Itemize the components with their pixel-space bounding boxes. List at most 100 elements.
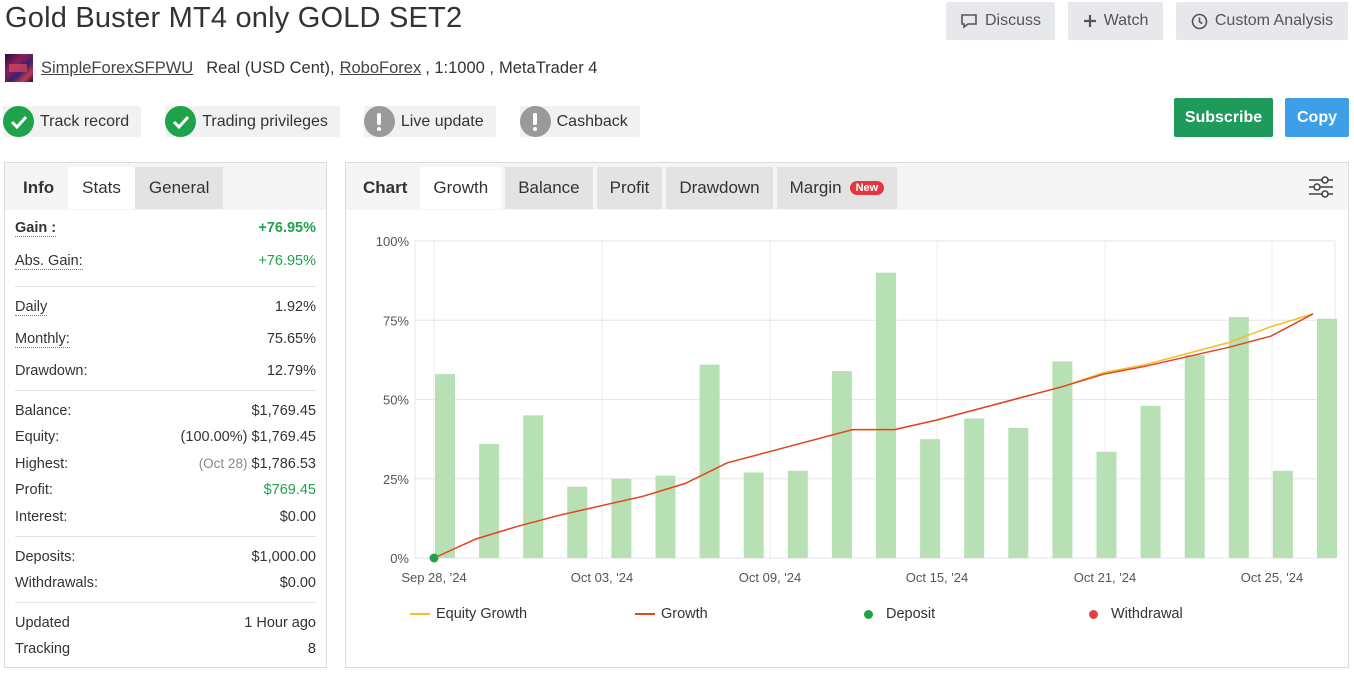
bar[interactable] bbox=[787, 470, 808, 558]
tab-margin-label: Margin bbox=[789, 178, 842, 197]
check-icon bbox=[165, 106, 197, 137]
deposit-marker[interactable] bbox=[429, 553, 439, 563]
stat-gain: Gain : +76.95% bbox=[15, 220, 316, 237]
chart-settings-icon[interactable] bbox=[1308, 174, 1334, 205]
bar[interactable] bbox=[920, 439, 941, 558]
divider bbox=[15, 286, 316, 287]
tab-margin[interactable]: Margin New bbox=[776, 167, 898, 209]
account-type: Real (USD Cent), bbox=[206, 58, 335, 77]
x-tick-label: Oct 21, '24 bbox=[1074, 570, 1136, 585]
avatar[interactable] bbox=[5, 54, 33, 82]
divider bbox=[15, 602, 316, 603]
tab-growth[interactable]: Growth bbox=[420, 167, 502, 209]
growth-chart[interactable]: 0% 25% 50% 75% 100% Sep 28, '24 Oct 03, '24 Oct… bbox=[346, 210, 1348, 667]
stat-equity: Equity: (100.00%) $1,769.45 bbox=[15, 429, 316, 445]
drawdown-value: 12.79% bbox=[266, 363, 316, 379]
bar[interactable] bbox=[479, 443, 500, 558]
deposits-label: Deposits: bbox=[15, 549, 76, 565]
monthly-value: 75.65% bbox=[266, 331, 316, 347]
stat-monthly: Monthly: 75.65% bbox=[15, 331, 316, 348]
bar[interactable] bbox=[655, 475, 676, 558]
abs-gain-label[interactable]: Abs. Gain: bbox=[15, 253, 83, 270]
stat-interest: Interest: $0.00 bbox=[15, 509, 316, 525]
monthly-label[interactable]: Monthly: bbox=[15, 331, 70, 348]
tab-drawdown[interactable]: Drawdown bbox=[666, 167, 773, 209]
withdrawals-label: Withdrawals: bbox=[15, 575, 98, 591]
page-title: Gold Buster MT4 only GOLD SET2 bbox=[5, 2, 463, 34]
stat-daily: Daily 1.92% bbox=[15, 299, 316, 316]
tab-profit[interactable]: Profit bbox=[596, 167, 663, 209]
deposits-value: $1,000.00 bbox=[251, 549, 316, 565]
withdrawal-legend-dot bbox=[1089, 609, 1098, 619]
bar[interactable] bbox=[743, 472, 764, 558]
interest-value: $0.00 bbox=[279, 509, 316, 525]
bar[interactable] bbox=[1228, 317, 1249, 558]
badge-cashback: Cashback bbox=[519, 106, 640, 137]
watch-button[interactable]: Watch bbox=[1068, 2, 1163, 40]
bar[interactable] bbox=[1096, 451, 1117, 558]
bar[interactable] bbox=[1317, 318, 1337, 558]
bar[interactable] bbox=[1008, 428, 1029, 558]
bar[interactable] bbox=[1272, 470, 1293, 558]
badge-label: Live update bbox=[400, 112, 484, 130]
tab-balance[interactable]: Balance bbox=[505, 167, 593, 209]
status-badges: Track record Trading privileges Live upd… bbox=[3, 106, 664, 137]
y-tick-label: 75% bbox=[383, 313, 409, 328]
legend-growth[interactable]: Growth bbox=[635, 606, 708, 622]
legend-equity-growth[interactable]: Equity Growth bbox=[410, 606, 527, 622]
discuss-label: Discuss bbox=[984, 12, 1041, 29]
exclamation-icon bbox=[519, 106, 551, 137]
equity-value-group: (100.00%) $1,769.45 bbox=[181, 429, 316, 445]
tab-stats[interactable]: Stats bbox=[68, 167, 135, 209]
stat-profit: Profit: $769.45 bbox=[15, 482, 316, 498]
stat-withdrawals: Withdrawals: $0.00 bbox=[15, 575, 316, 591]
bar[interactable] bbox=[1052, 361, 1073, 558]
profit-value: $769.45 bbox=[263, 482, 316, 498]
stat-deposits: Deposits: $1,000.00 bbox=[15, 549, 316, 565]
legend-withdrawal[interactable]: Withdrawal bbox=[1089, 606, 1183, 622]
bar[interactable] bbox=[1184, 355, 1205, 558]
highest-value: $1,786.53 bbox=[251, 456, 316, 472]
balance-label: Balance: bbox=[15, 403, 72, 419]
bar[interactable] bbox=[831, 370, 852, 558]
subscribe-button[interactable]: Subscribe bbox=[1174, 98, 1273, 137]
tab-info[interactable]: Info bbox=[9, 167, 69, 209]
abs-gain-value: +76.95% bbox=[258, 253, 316, 269]
bar[interactable] bbox=[1140, 405, 1161, 558]
withdrawals-value: $0.00 bbox=[279, 575, 316, 591]
new-badge: New bbox=[849, 181, 885, 195]
bar[interactable] bbox=[611, 478, 632, 558]
legend-deposit[interactable]: Deposit bbox=[864, 606, 935, 622]
equity-percent: (100.00%) bbox=[180, 429, 248, 445]
divider bbox=[15, 536, 316, 537]
discuss-button[interactable]: Discuss bbox=[946, 2, 1055, 40]
custom-analysis-label: Custom Analysis bbox=[1214, 12, 1334, 29]
tab-chart: Chart bbox=[363, 178, 408, 197]
badge-label: Track record bbox=[40, 112, 130, 130]
tab-general[interactable]: General bbox=[134, 167, 224, 209]
bar[interactable] bbox=[876, 272, 896, 558]
badge-track-record: Track record bbox=[3, 106, 142, 137]
bar[interactable] bbox=[435, 374, 455, 558]
stat-drawdown: Drawdown: 12.79% bbox=[15, 363, 316, 379]
gain-value: +76.95% bbox=[258, 220, 316, 236]
check-icon bbox=[3, 106, 34, 137]
growth-legend-swatch bbox=[635, 613, 655, 615]
owner-link[interactable]: SimpleForexSFPWU bbox=[41, 58, 194, 77]
broker-link[interactable]: RoboForex bbox=[339, 58, 422, 77]
legend-label: Growth bbox=[661, 606, 708, 622]
badge-live-update: Live update bbox=[363, 106, 496, 137]
clock-icon bbox=[1191, 13, 1208, 29]
copy-button[interactable]: Copy bbox=[1285, 98, 1349, 137]
gain-label[interactable]: Gain : bbox=[15, 220, 57, 237]
bar[interactable] bbox=[699, 364, 720, 558]
updated-label: Updated bbox=[15, 615, 70, 631]
bar[interactable] bbox=[567, 486, 588, 558]
custom-analysis-button[interactable]: Custom Analysis bbox=[1176, 2, 1348, 40]
bar[interactable] bbox=[523, 415, 544, 558]
bar[interactable] bbox=[964, 418, 985, 558]
tracking-label: Tracking bbox=[15, 641, 71, 657]
growth-line[interactable] bbox=[433, 313, 1314, 559]
stat-balance: Balance: $1,769.45 bbox=[15, 403, 316, 419]
daily-label[interactable]: Daily bbox=[15, 299, 48, 316]
